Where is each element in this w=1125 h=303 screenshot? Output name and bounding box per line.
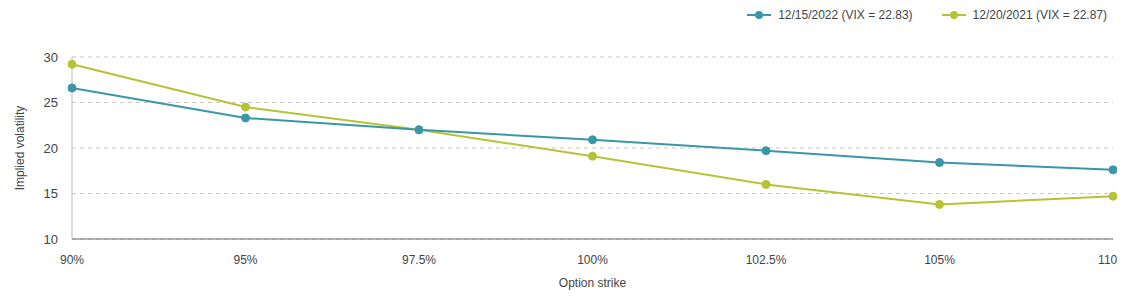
svg-text:15: 15: [44, 186, 58, 201]
svg-text:20: 20: [44, 141, 58, 156]
svg-text:Implied volatility: Implied volatility: [13, 106, 27, 191]
svg-text:30: 30: [44, 50, 58, 65]
svg-text:Option strike: Option strike: [559, 276, 627, 290]
html-text:12/20/2021 (VIX = 22.87): 12/20/2021 (VIX = 22.87): [972, 8, 1107, 22]
svg-text:90%: 90%: [60, 253, 84, 267]
svg-text:25: 25: [44, 95, 58, 110]
svg-text:100%: 100%: [577, 253, 608, 267]
svg-text:110%: 110%: [1098, 253, 1117, 267]
svg-text:105%: 105%: [924, 253, 955, 267]
svg-text:10: 10: [44, 232, 58, 247]
html-text:12/15/2022 (VIX = 22.83): 12/15/2022 (VIX = 22.83): [778, 8, 913, 22]
svg-text:102.5%: 102.5%: [746, 253, 787, 267]
svg-text:95%: 95%: [233, 253, 257, 267]
svg-text:97.5%: 97.5%: [402, 253, 436, 267]
